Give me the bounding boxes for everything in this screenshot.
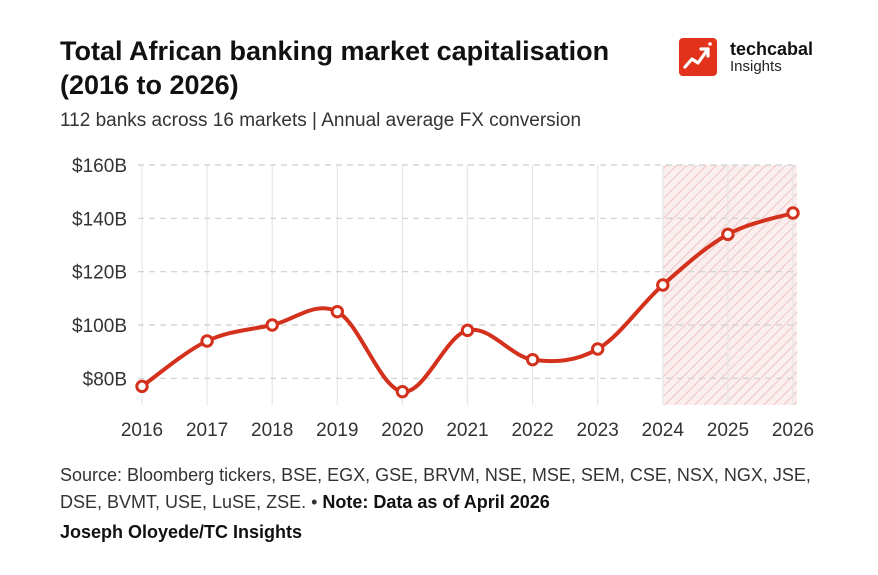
y-tick-label: $80B	[83, 369, 127, 390]
data-note: Note: Data as of April 2026	[322, 492, 550, 512]
x-tick-label: 2026	[772, 420, 814, 441]
data-point	[656, 278, 670, 292]
brand-sub: Insights	[730, 58, 782, 75]
techcabal-logo: techcabal Insights	[679, 38, 839, 78]
trend-arrow-icon	[679, 38, 717, 76]
y-tick-label: $160B	[72, 156, 127, 177]
data-point	[525, 352, 540, 367]
data-point	[721, 227, 735, 242]
forecast-shaded-region	[662, 165, 797, 405]
chart-footer: Source: Bloomberg tickers, BSE, EGX, GSE…	[60, 462, 850, 516]
data-point	[200, 334, 214, 348]
x-tick-label: 2017	[186, 420, 228, 441]
x-tick-label: 2023	[577, 420, 619, 441]
brand-name: techcabal	[730, 39, 814, 59]
x-tick-label: 2016	[121, 420, 163, 441]
x-tick-label: 2019	[316, 420, 358, 441]
data-point	[395, 384, 410, 399]
data-point	[786, 206, 800, 220]
x-tick-label: 2018	[251, 420, 293, 441]
data-point	[460, 323, 475, 338]
x-tick-label: 2020	[381, 420, 423, 441]
author-credit: Joseph Oloyede/TC Insights	[60, 522, 303, 542]
data-point	[591, 342, 605, 356]
y-tick-label: $100B	[72, 316, 127, 337]
data-point	[265, 318, 279, 332]
x-tick-label: 2022	[511, 420, 553, 441]
chart-title: Total African banking market capitalisat…	[60, 36, 610, 100]
source-text: Source: Bloomberg tickers, BSE, EGX, GSE…	[60, 465, 811, 512]
y-tick-label: $140B	[72, 209, 127, 230]
data-point	[330, 304, 344, 319]
x-tick-label: 2025	[707, 420, 749, 441]
x-tick-label: 2024	[642, 420, 685, 441]
chart-subtitle: 112 banks across 16 markets | Annual ave…	[60, 110, 582, 131]
line-chart: $80B $100B $120B $140B $160B 2016 2017 2018 2019…	[72, 156, 814, 441]
x-tick-label: 2021	[446, 420, 488, 441]
data-point	[135, 379, 149, 394]
footer-separator: •	[306, 492, 323, 512]
y-tick-label: $120B	[72, 263, 127, 284]
